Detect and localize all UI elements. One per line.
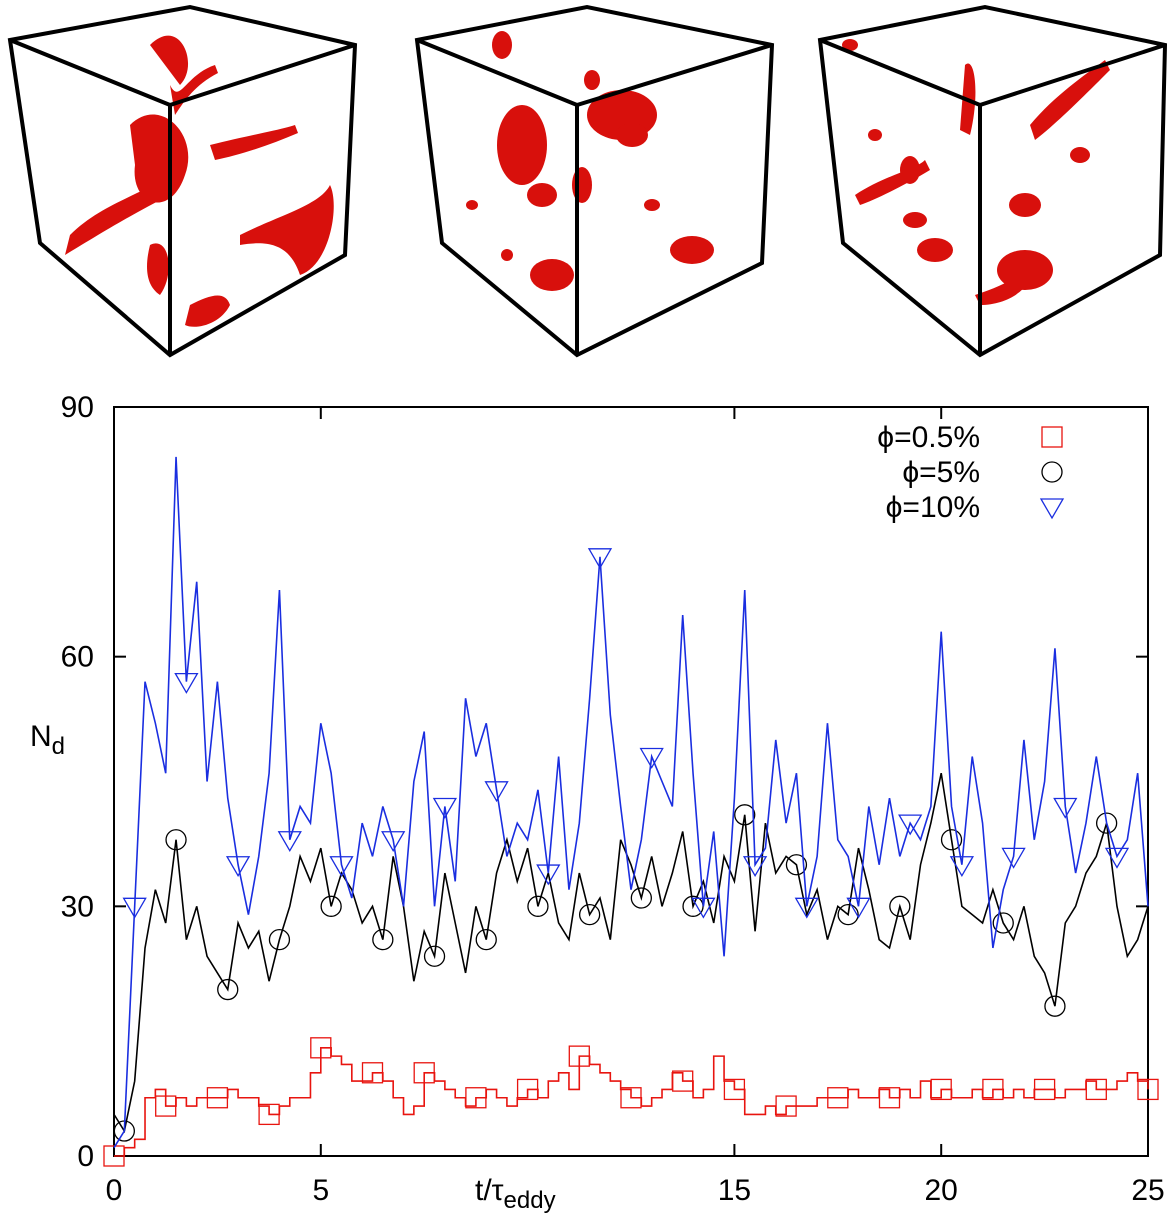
- legend-marker: [1041, 426, 1063, 448]
- x-tick-label: 15: [718, 1174, 751, 1207]
- marker: [639, 747, 664, 769]
- marker: [527, 895, 549, 917]
- x-axis-label: t/τeddy: [475, 1174, 556, 1214]
- marker: [225, 856, 251, 878]
- marker: [785, 854, 808, 876]
- marker: [1137, 1078, 1159, 1101]
- marker: [268, 928, 291, 951]
- x-tick-label: 0: [106, 1174, 123, 1207]
- marker: [734, 804, 756, 826]
- marker: [837, 904, 859, 926]
- cube-3: [817, 4, 1168, 358]
- marker: [310, 1037, 332, 1059]
- marker: [1104, 847, 1130, 869]
- marker: [930, 1078, 952, 1101]
- series-line: [113, 456, 1149, 1149]
- marker: [878, 1087, 901, 1109]
- marker: [1044, 995, 1066, 1017]
- marker: [587, 548, 613, 570]
- marker: [982, 1078, 1004, 1101]
- legend-label: ϕ=10%: [886, 491, 980, 524]
- y-tick-label: 60: [61, 641, 94, 674]
- marker: [103, 1145, 125, 1167]
- legend-marker: [1041, 461, 1063, 483]
- marker: [361, 1062, 384, 1084]
- marker: [742, 856, 768, 878]
- marker: [992, 912, 1014, 934]
- marker: [174, 672, 199, 694]
- marker: [329, 856, 354, 878]
- marker: [578, 904, 601, 926]
- marker: [155, 1095, 177, 1117]
- x-tick-label: 20: [925, 1174, 958, 1207]
- marker: [630, 887, 652, 909]
- marker: [672, 1070, 694, 1092]
- cube-panels: [7, 4, 1168, 358]
- marker: [775, 1095, 797, 1117]
- y-axis-label: Nd: [30, 720, 65, 760]
- legend-label: ϕ=0.5%: [877, 421, 980, 454]
- cube-2: [414, 4, 775, 358]
- marker: [258, 1103, 280, 1126]
- plot-frame: [113, 406, 1149, 1157]
- marker: [165, 829, 187, 851]
- marker: [381, 831, 406, 853]
- marker: [1001, 847, 1026, 869]
- y-tick-label: 90: [61, 391, 94, 424]
- x-tick-label: 25: [1131, 1174, 1164, 1207]
- series-line: [114, 1047, 1149, 1157]
- marker: [516, 1078, 539, 1101]
- marker: [1033, 1078, 1056, 1101]
- marker: [794, 897, 819, 919]
- marker: [1085, 1078, 1107, 1101]
- marker: [484, 781, 509, 803]
- legend-label: ϕ=5%: [902, 456, 980, 489]
- marker: [827, 1087, 849, 1109]
- marker: [277, 831, 302, 853]
- marker: [432, 797, 458, 819]
- marker: [413, 1062, 435, 1084]
- cube-1: [7, 4, 358, 358]
- marker: [949, 856, 975, 878]
- marker: [475, 928, 497, 951]
- marker: [1053, 797, 1078, 819]
- x-tick-label: 5: [312, 1174, 329, 1207]
- marker: [846, 897, 871, 919]
- marker: [898, 814, 923, 836]
- marker: [320, 895, 342, 917]
- y-tick-label: 30: [61, 890, 94, 923]
- marker: [889, 895, 911, 917]
- marker: [423, 945, 446, 967]
- marker: [372, 928, 394, 951]
- legend-marker: [1039, 498, 1065, 520]
- marker: [620, 1087, 642, 1109]
- marker: [217, 978, 239, 1001]
- y-tick-label: 0: [77, 1140, 94, 1173]
- marker: [940, 829, 963, 851]
- marker: [122, 897, 147, 919]
- series-line: [113, 773, 1149, 1134]
- marker: [206, 1087, 229, 1109]
- marker: [536, 864, 561, 886]
- marker: [691, 897, 716, 919]
- marker: [1095, 812, 1118, 834]
- marker: [568, 1045, 590, 1067]
- marker: [723, 1078, 746, 1101]
- marker: [465, 1087, 487, 1109]
